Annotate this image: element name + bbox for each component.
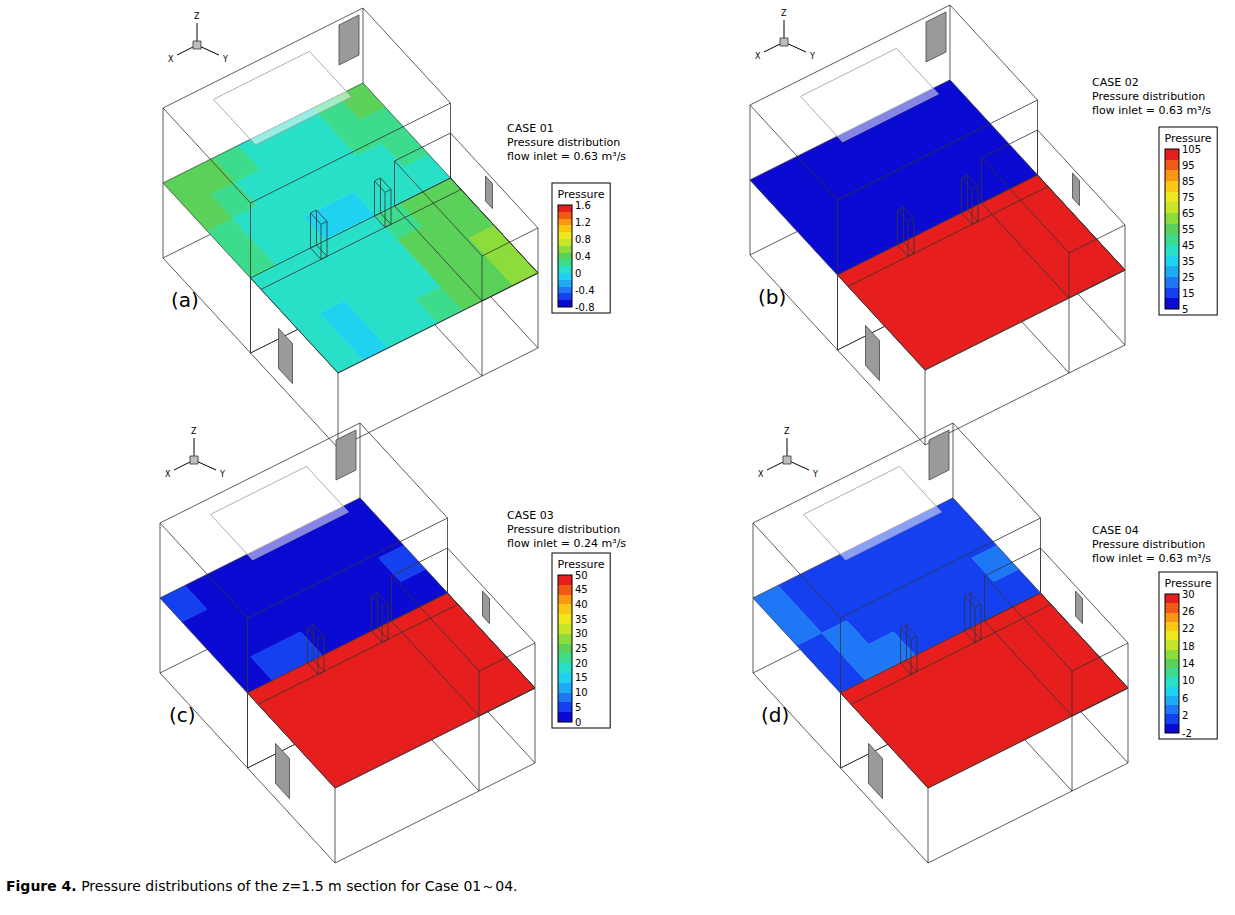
svg-text:CASE 02: CASE 02 (1092, 76, 1139, 89)
svg-text:CASE 01: CASE 01 (507, 122, 554, 135)
svg-text:5: 5 (575, 702, 581, 713)
svg-text:0.4: 0.4 (575, 251, 591, 262)
svg-text:(c): (c) (169, 703, 196, 727)
svg-text:0: 0 (575, 268, 581, 279)
svg-text:65: 65 (1182, 208, 1195, 219)
svg-text:X: X (755, 52, 761, 61)
svg-text:5: 5 (1182, 304, 1188, 315)
svg-text:10: 10 (575, 687, 588, 698)
svg-text:10: 10 (1182, 675, 1195, 686)
svg-text:Figure 4. Pressure distributio: Figure 4. Pressure distributions of the … (6, 878, 518, 894)
svg-text:20: 20 (575, 658, 588, 669)
svg-text:CASE 03: CASE 03 (507, 509, 554, 522)
svg-text:(d): (d) (761, 703, 789, 727)
svg-text:Pressure distribution: Pressure distribution (1092, 90, 1205, 103)
svg-text:(b): (b) (758, 285, 786, 309)
svg-text:Pressure: Pressure (558, 558, 605, 571)
svg-text:Pressure distribution: Pressure distribution (1092, 538, 1205, 551)
svg-text:35: 35 (575, 614, 588, 625)
svg-text:22: 22 (1182, 623, 1195, 634)
svg-text:flow inlet = 0.63 m³/s: flow inlet = 0.63 m³/s (1092, 104, 1211, 117)
svg-text:Pressure: Pressure (1165, 132, 1212, 145)
svg-text:flow inlet = 0.63 m³/s: flow inlet = 0.63 m³/s (507, 150, 626, 163)
svg-text:26: 26 (1182, 606, 1195, 617)
svg-text:75: 75 (1182, 192, 1195, 203)
svg-text:50: 50 (575, 570, 588, 581)
svg-text:(a): (a) (171, 288, 199, 312)
svg-text:1.6: 1.6 (575, 200, 591, 211)
svg-text:Y: Y (809, 52, 815, 61)
svg-text:45: 45 (575, 584, 588, 595)
svg-text:-0.4: -0.4 (575, 285, 595, 296)
svg-text:flow inlet = 0.24 m³/s: flow inlet = 0.24 m³/s (507, 537, 626, 550)
svg-text:55: 55 (1182, 224, 1195, 235)
svg-text:Z: Z (194, 12, 200, 21)
svg-text:X: X (165, 470, 171, 479)
svg-text:105: 105 (1182, 144, 1201, 155)
svg-text:Z: Z (781, 9, 787, 18)
svg-text:Pressure: Pressure (1165, 577, 1212, 590)
svg-text:30: 30 (1182, 589, 1195, 600)
svg-text:-2: -2 (1182, 728, 1192, 739)
svg-text:25: 25 (1182, 272, 1195, 283)
svg-text:40: 40 (575, 599, 588, 610)
svg-text:Pressure: Pressure (558, 188, 605, 201)
svg-text:95: 95 (1182, 160, 1195, 171)
svg-text:Pressure distribution: Pressure distribution (507, 523, 620, 536)
svg-text:85: 85 (1182, 176, 1195, 187)
svg-text:30: 30 (575, 628, 588, 639)
svg-text:CASE 04: CASE 04 (1092, 524, 1139, 537)
svg-text:X: X (758, 470, 764, 479)
svg-text:Y: Y (222, 55, 228, 64)
svg-text:1.2: 1.2 (575, 217, 591, 228)
svg-text:Y: Y (812, 470, 818, 479)
svg-text:X: X (168, 55, 174, 64)
svg-text:6: 6 (1182, 693, 1188, 704)
svg-text:0.8: 0.8 (575, 234, 591, 245)
svg-text:45: 45 (1182, 240, 1195, 251)
svg-text:18: 18 (1182, 641, 1195, 652)
svg-text:0: 0 (575, 717, 581, 728)
svg-text:25: 25 (575, 643, 588, 654)
svg-text:Z: Z (784, 427, 790, 436)
svg-text:14: 14 (1182, 658, 1195, 669)
svg-text:2: 2 (1182, 710, 1188, 721)
svg-text:flow inlet = 0.63 m³/s: flow inlet = 0.63 m³/s (1092, 552, 1211, 565)
svg-text:15: 15 (575, 672, 588, 683)
svg-text:35: 35 (1182, 256, 1195, 267)
svg-text:Z: Z (191, 427, 197, 436)
svg-text:Y: Y (219, 470, 225, 479)
svg-text:-0.8: -0.8 (575, 302, 595, 313)
svg-text:15: 15 (1182, 288, 1195, 299)
svg-text:Pressure distribution: Pressure distribution (507, 136, 620, 149)
